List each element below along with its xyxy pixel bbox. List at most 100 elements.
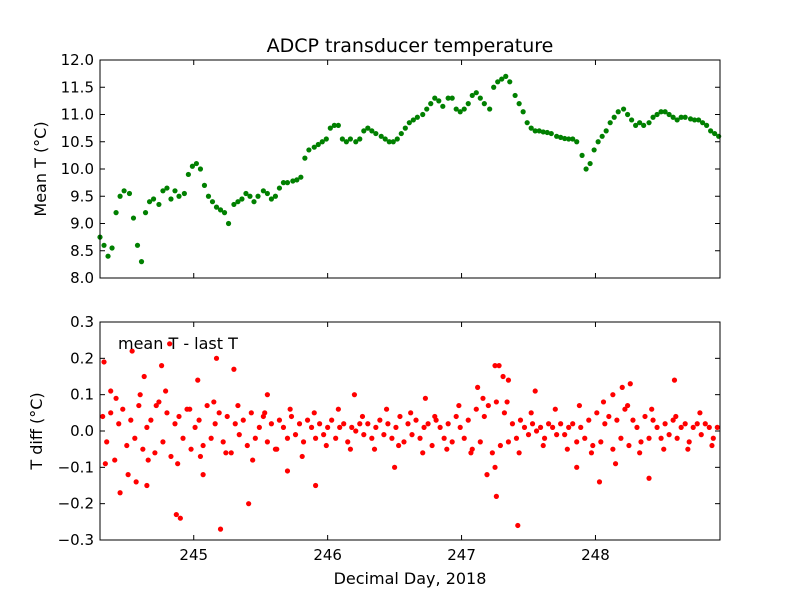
top-data-point bbox=[146, 199, 153, 205]
top-data-point bbox=[284, 180, 291, 186]
bottom-data-point bbox=[152, 450, 158, 456]
bottom-data-point bbox=[489, 450, 495, 456]
bottom-data-point bbox=[153, 402, 159, 409]
top-y-tick-label: 12.0 bbox=[61, 51, 94, 69]
top-data-point bbox=[532, 128, 538, 134]
bottom-data-point bbox=[299, 453, 305, 460]
top-data-point bbox=[625, 111, 631, 118]
top-data-point bbox=[528, 125, 534, 131]
top-data-point bbox=[449, 95, 455, 101]
bottom-data-point bbox=[385, 421, 391, 427]
bottom-data-point bbox=[493, 399, 499, 405]
bottom-data-point bbox=[120, 406, 126, 412]
top-data-point bbox=[164, 185, 170, 191]
bottom-data-point bbox=[634, 424, 640, 430]
top-data-point bbox=[201, 182, 208, 188]
bottom-data-point bbox=[187, 406, 193, 412]
top-data-point bbox=[113, 210, 119, 216]
bottom-y-tick-label: −0.1 bbox=[58, 458, 94, 476]
bottom-data-point bbox=[217, 526, 224, 532]
bottom-y-tick-label: 0.2 bbox=[70, 349, 94, 367]
bottom-data-point bbox=[650, 417, 656, 423]
bottom-data-point bbox=[223, 450, 229, 456]
top-data-point bbox=[579, 152, 585, 158]
bottom-data-point bbox=[140, 446, 146, 452]
bottom-data-point bbox=[582, 435, 588, 441]
x-tick-label: 247 bbox=[447, 546, 476, 564]
top-y-ticks: 8.0 8.5 9.0 9.5 10.0 10.5 11.0 11.5 12.0 bbox=[61, 51, 720, 287]
bottom-data-point bbox=[337, 424, 343, 430]
bottom-data-point bbox=[145, 457, 151, 463]
bottom-data-point bbox=[250, 457, 256, 463]
bottom-data-point bbox=[389, 435, 395, 441]
top-data-point bbox=[554, 133, 560, 139]
top-data-point bbox=[402, 125, 408, 131]
bottom-y-ticks: −0.3 −0.2 −0.1 0.0 0.1 0.2 0.3 bbox=[58, 313, 720, 549]
bottom-data-point bbox=[357, 421, 363, 427]
top-data-point bbox=[189, 163, 195, 169]
bottom-data-point bbox=[312, 482, 319, 489]
top-data-point bbox=[637, 120, 643, 126]
top-data-point bbox=[583, 166, 589, 172]
top-data-point bbox=[641, 122, 647, 128]
bottom-data-point bbox=[566, 424, 572, 430]
top-data-point bbox=[168, 196, 174, 202]
bottom-data-point bbox=[671, 377, 678, 383]
bottom-data-point bbox=[554, 432, 560, 438]
bottom-data-point bbox=[124, 442, 130, 449]
bottom-data-point bbox=[244, 442, 250, 449]
top-data-point bbox=[150, 196, 157, 202]
top-data-point bbox=[674, 117, 680, 123]
top-data-point bbox=[231, 201, 237, 208]
bottom-x-ticks: 245 246 247 248 bbox=[179, 322, 610, 564]
bottom-data-point bbox=[694, 421, 700, 427]
top-data-point bbox=[570, 136, 576, 142]
bottom-data-point bbox=[674, 435, 680, 441]
bottom-data-point bbox=[164, 410, 170, 416]
top-data-point bbox=[704, 122, 710, 128]
top-data-point bbox=[243, 190, 249, 197]
bottom-data-point bbox=[276, 417, 283, 423]
top-data-point bbox=[101, 242, 107, 248]
bottom-plot-frame bbox=[99, 321, 721, 541]
top-data-point bbox=[247, 193, 253, 199]
bottom-data-point bbox=[702, 421, 708, 427]
bottom-data-point bbox=[590, 442, 596, 449]
bottom-data-point bbox=[626, 442, 632, 449]
bottom-y-tick-label: 0.0 bbox=[70, 422, 94, 440]
bottom-data-point bbox=[706, 424, 712, 430]
bottom-data-point bbox=[619, 384, 625, 390]
bottom-data-point bbox=[625, 402, 631, 409]
bottom-data-point bbox=[445, 421, 451, 427]
top-data-point bbox=[138, 259, 145, 265]
top-data-point bbox=[477, 95, 483, 101]
bottom-data-point bbox=[409, 432, 415, 438]
bottom-data-point bbox=[558, 421, 564, 427]
bottom-data-point bbox=[586, 417, 592, 423]
bottom-data-point bbox=[505, 439, 512, 445]
bottom-data-point bbox=[484, 472, 490, 478]
top-data-point bbox=[695, 117, 702, 123]
top-data-point bbox=[558, 134, 564, 140]
top-data-point bbox=[507, 79, 513, 85]
bottom-data-point bbox=[232, 421, 238, 427]
top-data-point bbox=[347, 136, 354, 142]
bottom-data-point bbox=[521, 424, 528, 430]
top-data-point bbox=[311, 144, 317, 150]
top-data-point bbox=[156, 201, 162, 208]
bottom-data-point bbox=[622, 406, 628, 412]
top-data-point bbox=[469, 92, 475, 99]
bottom-data-point bbox=[392, 464, 398, 470]
top-data-point bbox=[424, 106, 430, 112]
bottom-data-point bbox=[525, 432, 532, 438]
bottom-data-point bbox=[576, 402, 582, 409]
top-data-point bbox=[499, 76, 505, 82]
bottom-data-point bbox=[550, 424, 556, 430]
top-data-point bbox=[327, 125, 333, 131]
bottom-data-point bbox=[509, 421, 516, 427]
bottom-data-point bbox=[564, 446, 570, 452]
top-y-tick-label: 11.5 bbox=[61, 78, 94, 96]
top-data-point bbox=[524, 120, 530, 126]
bottom-data-point bbox=[496, 363, 502, 369]
